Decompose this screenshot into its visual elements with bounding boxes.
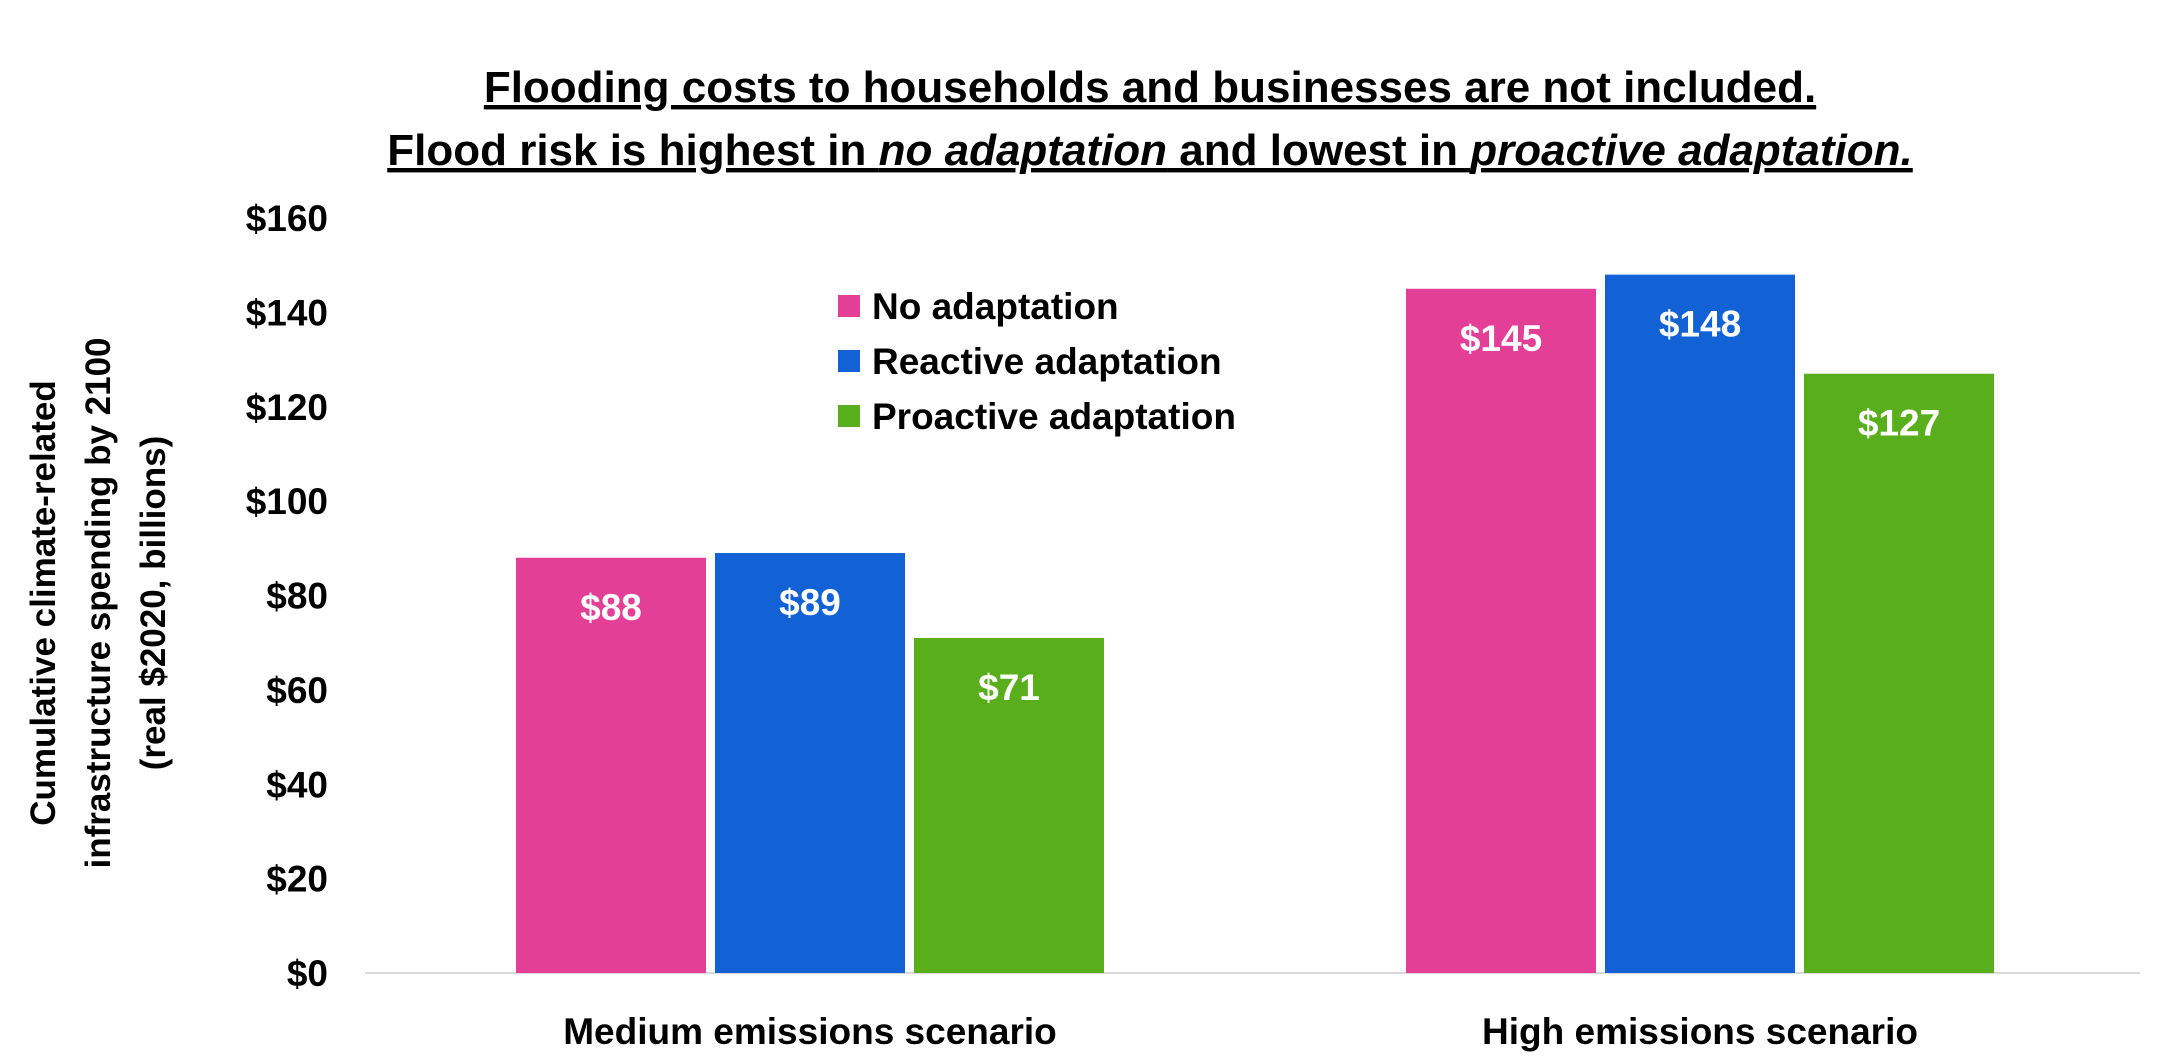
data-label: $88 bbox=[580, 587, 642, 628]
legend-label: Proactive adaptation bbox=[872, 396, 1236, 437]
legend-swatch bbox=[838, 350, 860, 372]
y-tick-label: $40 bbox=[266, 764, 328, 805]
legend-label: No adaptation bbox=[872, 286, 1119, 327]
legend: No adaptation Reactive adaptation Proactiv… bbox=[838, 286, 1236, 437]
bar bbox=[516, 557, 706, 973]
y-tick-label: $60 bbox=[266, 670, 328, 711]
chart-title-part: proactive adaptation. bbox=[1469, 126, 1913, 175]
y-tick-label: $100 bbox=[246, 481, 328, 522]
data-label: $89 bbox=[779, 582, 841, 623]
bar bbox=[914, 637, 1104, 973]
bar bbox=[1605, 274, 1795, 973]
x-category-label: Medium emissions scenario bbox=[563, 1011, 1057, 1052]
data-labels: $88 $89 $71 $145 $148 $127 bbox=[580, 304, 1940, 708]
chart-title-part: no adaptation bbox=[879, 126, 1167, 175]
data-label: $145 bbox=[1460, 318, 1542, 359]
y-axis-label-line: infrastructure spending by 2100 bbox=[79, 338, 118, 869]
y-tick-label: $0 bbox=[287, 953, 328, 994]
chart-title-part: Flood risk is highest in bbox=[387, 126, 878, 175]
y-axis-label-line: (real $2020, billions) bbox=[134, 436, 173, 771]
data-label: $127 bbox=[1858, 403, 1940, 444]
y-axis-label: Cumulative climate-related infrastructure… bbox=[24, 338, 173, 869]
bar bbox=[715, 553, 905, 973]
bars bbox=[516, 274, 1994, 973]
bar bbox=[1804, 373, 1994, 973]
y-tick-label: $20 bbox=[266, 859, 328, 900]
y-tick-label: $160 bbox=[246, 198, 328, 239]
bar bbox=[1406, 288, 1596, 973]
data-label: $148 bbox=[1659, 304, 1741, 345]
y-tick-label: $120 bbox=[246, 387, 328, 428]
y-tick-label: $140 bbox=[246, 292, 328, 333]
x-category-label: High emissions scenario bbox=[1482, 1011, 1918, 1052]
chart-title: Flooding costs to households and busines… bbox=[387, 63, 1913, 175]
chart-title-line-2: Flood risk is highest in no adaptation a… bbox=[387, 126, 1913, 175]
x-axis-categories: Medium emissions scenario High emissions … bbox=[563, 1011, 1918, 1052]
legend-swatch bbox=[838, 405, 860, 427]
legend-label: Reactive adaptation bbox=[872, 341, 1222, 382]
data-label: $71 bbox=[978, 667, 1040, 708]
y-tick-label: $80 bbox=[266, 576, 328, 617]
chart-title-line-1: Flooding costs to households and busines… bbox=[484, 63, 1816, 112]
y-axis-ticks: $0 $20 $40 $60 $80 $100 $120 $140 $160 bbox=[246, 198, 328, 994]
chart-title-part: and lowest in bbox=[1167, 126, 1470, 175]
y-axis-label-line: Cumulative climate-related bbox=[24, 380, 63, 825]
legend-swatch bbox=[838, 295, 860, 317]
